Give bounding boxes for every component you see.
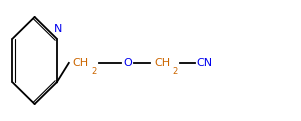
Text: O: O [123, 58, 132, 68]
Text: CN: CN [196, 58, 212, 68]
Text: CH: CH [154, 58, 170, 68]
Text: 2: 2 [91, 67, 96, 76]
Text: N: N [54, 24, 63, 34]
Text: CH: CH [73, 58, 89, 68]
Text: 2: 2 [172, 67, 178, 76]
